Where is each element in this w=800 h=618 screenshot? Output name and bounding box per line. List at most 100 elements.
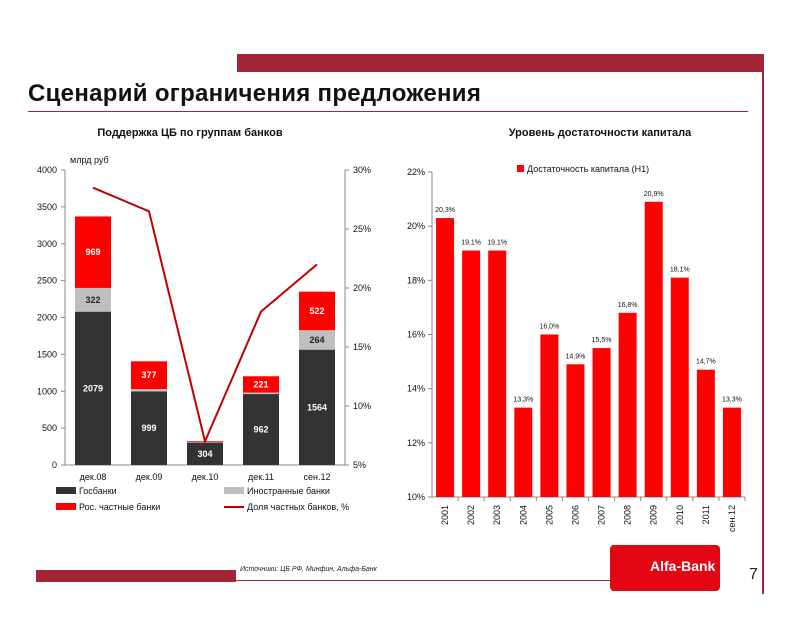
y-tick-label: 1000	[37, 386, 57, 396]
logo-text: Alfa-Bank	[650, 558, 716, 574]
y-tick-label: 20%	[407, 221, 425, 231]
legend-swatch	[224, 487, 244, 494]
y-tick-label: 16%	[407, 330, 425, 340]
x-tick-label: дек.11	[248, 472, 274, 482]
bar-segment	[131, 389, 167, 392]
data-label: 18,1%	[670, 267, 690, 274]
y2-tick-label: 5%	[353, 460, 366, 470]
data-label: 13,3%	[513, 397, 533, 404]
legend-label: Доля частных банков, %	[247, 502, 349, 512]
bar-segment	[75, 287, 111, 312]
x-tick-label: 2001	[440, 505, 450, 525]
x-tick-label: дек.08	[80, 472, 107, 482]
bar	[436, 218, 455, 497]
bar-segment	[299, 349, 335, 465]
y-tick-label: 12%	[407, 438, 425, 448]
y-tick-label: 3500	[37, 202, 57, 212]
x-tick-label: дек.10	[192, 472, 219, 482]
y-tick-label: 3000	[37, 239, 57, 249]
chart-title: Поддержка ЦБ по группам банков	[97, 127, 283, 139]
bar	[644, 201, 663, 497]
y2-tick-label: 25%	[353, 224, 371, 234]
header-accent-bar	[237, 54, 764, 72]
x-tick-label: 2004	[518, 505, 528, 525]
x-tick-label: 2009	[649, 505, 659, 525]
y-tick-label: 10%	[407, 492, 425, 502]
bar	[722, 407, 741, 497]
bar-segment	[243, 392, 279, 395]
y-tick-label: 2000	[37, 313, 57, 323]
data-label: 2079	[83, 383, 103, 393]
unit-label: млрд руб	[70, 155, 109, 165]
bar	[670, 277, 689, 497]
bar-segment	[75, 311, 111, 465]
chart-title: Уровень достаточности капитала	[509, 127, 692, 139]
x-tick-label: сен.12	[727, 505, 737, 532]
x-tick-label: 2011	[701, 505, 711, 524]
data-label: 14,9%	[566, 353, 586, 360]
bar	[696, 369, 715, 497]
y-tick-label: 14%	[407, 384, 425, 394]
data-label: 221	[253, 379, 268, 389]
legend-swatch	[56, 503, 76, 510]
data-label: 13,3%	[722, 397, 742, 404]
data-label: 264	[309, 335, 324, 345]
data-label: 20,9%	[644, 191, 664, 198]
x-tick-label: 2010	[675, 505, 685, 525]
y2-tick-label: 10%	[353, 401, 371, 411]
y2-tick-label: 30%	[353, 165, 371, 175]
bar	[488, 250, 507, 497]
data-label: 377	[141, 370, 156, 380]
x-tick-label: 2008	[623, 505, 633, 525]
bar-segment	[131, 361, 167, 390]
data-label: 1564	[307, 402, 327, 412]
bar-segment	[75, 216, 111, 288]
x-tick-label: 2006	[570, 505, 580, 525]
cb-support-chart: Поддержка ЦБ по группам банков млрд руб 0 5…	[37, 127, 371, 512]
legend-label: Иностранные банки	[247, 486, 330, 496]
bar-segment	[243, 376, 279, 393]
bar-segment	[131, 391, 167, 465]
y-tick-label: 2500	[37, 276, 57, 286]
y-tick-label: 0	[52, 460, 57, 470]
y2-tick-label: 15%	[353, 342, 371, 352]
x-tick-label: дек.09	[136, 472, 163, 482]
data-label: 20,3%	[435, 207, 455, 214]
y-tick-label: 500	[42, 423, 57, 433]
y-tick-label: 4000	[37, 165, 57, 175]
data-label: 14,7%	[696, 359, 716, 366]
capital-adequacy-chart: Уровень достаточности капитала 10% 12% 14% 1…	[407, 127, 746, 532]
bar	[618, 312, 637, 497]
y-tick-label: 22%	[407, 167, 425, 177]
bar	[462, 250, 481, 497]
footer-accent-bar	[36, 570, 236, 582]
bar	[514, 407, 533, 497]
data-label: 304	[197, 449, 212, 459]
page-number: 7	[749, 566, 758, 583]
data-label: 962	[253, 425, 268, 435]
bar	[540, 334, 559, 497]
legend-swatch	[56, 487, 76, 494]
data-label: 322	[85, 295, 100, 305]
bar-segment	[299, 330, 335, 350]
legend-swatch	[517, 165, 524, 172]
title-divider	[28, 111, 748, 112]
bar-segment	[243, 394, 279, 465]
x-tick-label: 2002	[466, 505, 476, 525]
legend-label: Рос. частные банки	[79, 502, 160, 512]
bar-segment	[299, 291, 335, 331]
y2-tick-label: 20%	[353, 283, 371, 293]
y-tick-label: 18%	[407, 275, 425, 285]
bar	[566, 364, 585, 497]
bar	[592, 348, 611, 497]
right-border-line	[762, 54, 764, 594]
bar-segment	[187, 442, 223, 465]
line-series	[92, 186, 318, 445]
data-label: 522	[309, 306, 324, 316]
legend-label: Госбанки	[79, 486, 117, 496]
page-title: Сценарий ограничения предложения	[28, 80, 482, 107]
data-label: 16,0%	[539, 324, 559, 331]
alfa-bank-logo	[610, 545, 720, 591]
x-tick-label: сен.12	[304, 472, 331, 482]
footer-divider	[236, 580, 626, 581]
